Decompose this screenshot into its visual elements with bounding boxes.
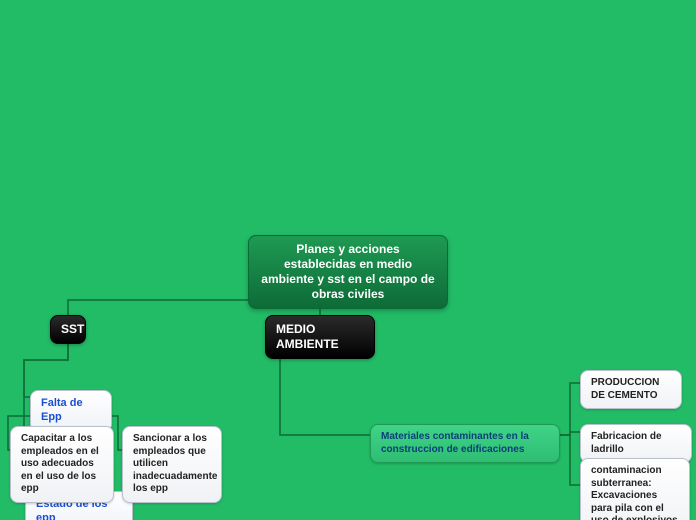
edge-sst-falta [24, 335, 68, 397]
root-node[interactable]: Planes y acciones establecidas en medio … [248, 235, 448, 309]
node-contaminacion[interactable]: contaminacion subterranea: Excavaciones … [580, 458, 690, 520]
node-cemento[interactable]: PRODUCCION DE CEMENTO [580, 370, 682, 409]
node-capacitar[interactable]: Capacitar a los empleados en el uso adec… [10, 426, 114, 503]
edge-materiales-ladrillo [560, 432, 580, 435]
edge-materiales-contam [560, 435, 580, 485]
node-medio-ambiente[interactable]: MEDIO AMBIENTE [265, 315, 375, 359]
node-materiales[interactable]: Materiales contaminantes en la construcc… [370, 424, 560, 463]
node-sst[interactable]: SST [50, 315, 86, 344]
edge-materiales-cemento [560, 383, 580, 435]
node-sancionar[interactable]: Sancionar a los empleados que utilicen i… [122, 426, 222, 503]
